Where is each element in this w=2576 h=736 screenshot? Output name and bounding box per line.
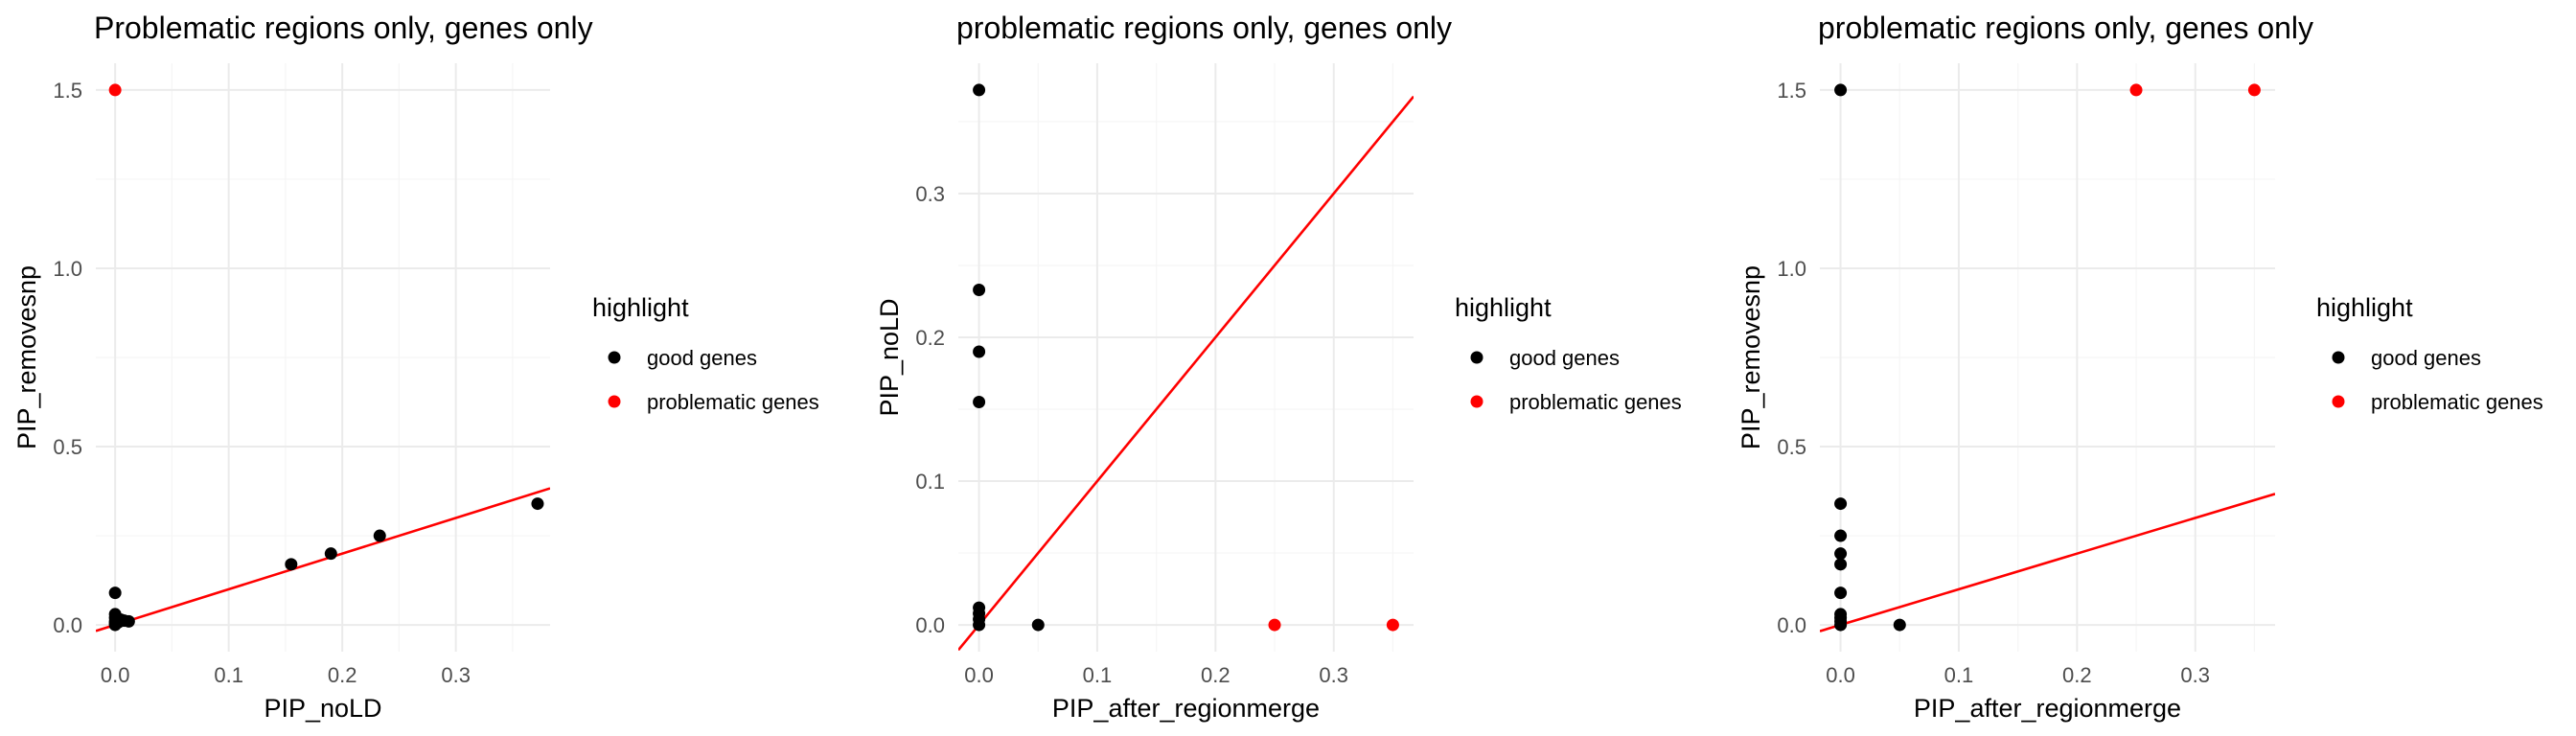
data-point bbox=[973, 283, 986, 296]
x-tick-label: 0.0 bbox=[1826, 663, 1855, 687]
x-tick-label: 0.1 bbox=[1083, 663, 1113, 687]
y-tick-label: 0.2 bbox=[915, 326, 945, 350]
legend-key bbox=[1470, 351, 1484, 364]
series-problematic-genes bbox=[2129, 83, 2261, 97]
legend: highlight good genes problematic genes bbox=[592, 293, 819, 414]
legend-title: highlight bbox=[2316, 293, 2413, 322]
data-point bbox=[531, 497, 544, 511]
y-tick-label: 1.0 bbox=[1777, 257, 1806, 281]
chart-panel-2: 0.0 0.1 0.2 0.3 0.0 0.1 0.2 0.3 problematic regi… bbox=[875, 11, 1682, 723]
x-tick-label: 0.2 bbox=[1201, 663, 1230, 687]
x-axis-title: PIP_after_regionmerge bbox=[1914, 694, 2181, 723]
data-point bbox=[973, 618, 986, 632]
data-point bbox=[973, 83, 986, 97]
reference-line bbox=[958, 95, 1414, 652]
data-point bbox=[1893, 618, 1906, 632]
legend-title: highlight bbox=[1455, 293, 1552, 322]
x-tick-label: 0.3 bbox=[441, 663, 471, 687]
y-axis-title: PIP_removesnp bbox=[1736, 265, 1765, 449]
series-problematic-genes bbox=[1268, 618, 1399, 632]
y-axis-title: PIP_removesnp bbox=[12, 265, 41, 449]
chart-title: problematic regions only, genes only bbox=[1818, 11, 2313, 45]
x-tick-label: 0.2 bbox=[328, 663, 357, 687]
data-point bbox=[324, 547, 337, 561]
y-tick-label: 0.0 bbox=[53, 613, 82, 637]
y-tick-label: 1.5 bbox=[1777, 79, 1806, 103]
legend-key bbox=[608, 395, 621, 408]
data-point bbox=[373, 529, 386, 542]
data-point bbox=[1031, 618, 1045, 632]
legend-label: problematic genes bbox=[647, 390, 819, 414]
chart-title: Problematic regions only, genes only bbox=[94, 11, 593, 45]
x-tick-label: 0.3 bbox=[1319, 663, 1348, 687]
series-good-genes bbox=[108, 497, 544, 632]
y-tick-label: 0.0 bbox=[1777, 613, 1806, 637]
x-tick-label: 0.1 bbox=[1944, 663, 1974, 687]
legend-label: good genes bbox=[647, 346, 757, 370]
data-point bbox=[122, 614, 135, 628]
data-point bbox=[1268, 618, 1281, 632]
data-point bbox=[285, 558, 298, 571]
data-point bbox=[2129, 83, 2143, 97]
legend-key bbox=[608, 351, 621, 364]
reference-line bbox=[96, 487, 550, 632]
y-tick-label: 0.1 bbox=[915, 470, 945, 494]
x-tick-label: 0.0 bbox=[964, 663, 994, 687]
data-point bbox=[108, 586, 122, 600]
legend: highlight good genes problematic genes bbox=[1455, 293, 1682, 414]
data-point bbox=[1834, 547, 1848, 561]
series-good-genes bbox=[973, 83, 1045, 632]
x-axis-title: PIP_after_regionmerge bbox=[1052, 694, 1320, 723]
x-tick-label: 0.1 bbox=[214, 663, 243, 687]
data-point bbox=[1386, 618, 1399, 632]
series-good-genes bbox=[1834, 83, 1906, 632]
data-point bbox=[1834, 618, 1848, 632]
chart-panel-1: 0.0 0.1 0.2 0.3 0.0 0.5 1.0 1.5 Problematic regi… bbox=[12, 11, 819, 723]
data-point bbox=[1834, 497, 1848, 511]
legend-label: good genes bbox=[1509, 346, 1620, 370]
data-point bbox=[1834, 529, 1848, 542]
y-tick-label: 0.3 bbox=[915, 182, 945, 206]
legend-key bbox=[2332, 395, 2345, 408]
data-point bbox=[973, 396, 986, 409]
x-tick-label: 0.2 bbox=[2062, 663, 2092, 687]
y-tick-label: 1.0 bbox=[53, 257, 82, 281]
chart-panel-3: 0.0 0.1 0.2 0.3 0.0 0.5 1.0 1.5 problematic regi… bbox=[1736, 11, 2543, 723]
y-tick-label: 0.5 bbox=[53, 435, 82, 459]
legend-title: highlight bbox=[592, 293, 689, 322]
y-tick-label: 1.5 bbox=[53, 79, 82, 103]
data-point bbox=[1834, 83, 1848, 97]
x-tick-label: 0.0 bbox=[101, 663, 130, 687]
legend-key bbox=[2332, 351, 2345, 364]
x-axis-title: PIP_noLD bbox=[264, 694, 381, 723]
data-point bbox=[1834, 586, 1848, 600]
data-point bbox=[973, 345, 986, 358]
legend-key bbox=[1470, 395, 1484, 408]
series-problematic-genes bbox=[108, 83, 122, 97]
legend-label: good genes bbox=[2371, 346, 2481, 370]
data-point bbox=[108, 83, 122, 97]
legend-label: problematic genes bbox=[1509, 390, 1682, 414]
data-point bbox=[1834, 558, 1848, 571]
data-point bbox=[2247, 83, 2261, 97]
chart-title: problematic regions only, genes only bbox=[956, 11, 1452, 45]
y-axis-title: PIP_noLD bbox=[875, 298, 904, 416]
y-tick-label: 0.0 bbox=[915, 613, 945, 637]
y-tick-label: 0.5 bbox=[1777, 435, 1806, 459]
legend-label: problematic genes bbox=[2371, 390, 2543, 414]
legend: highlight good genes problematic genes bbox=[2316, 293, 2543, 414]
reference-line bbox=[1820, 493, 2275, 632]
x-tick-label: 0.3 bbox=[2180, 663, 2210, 687]
